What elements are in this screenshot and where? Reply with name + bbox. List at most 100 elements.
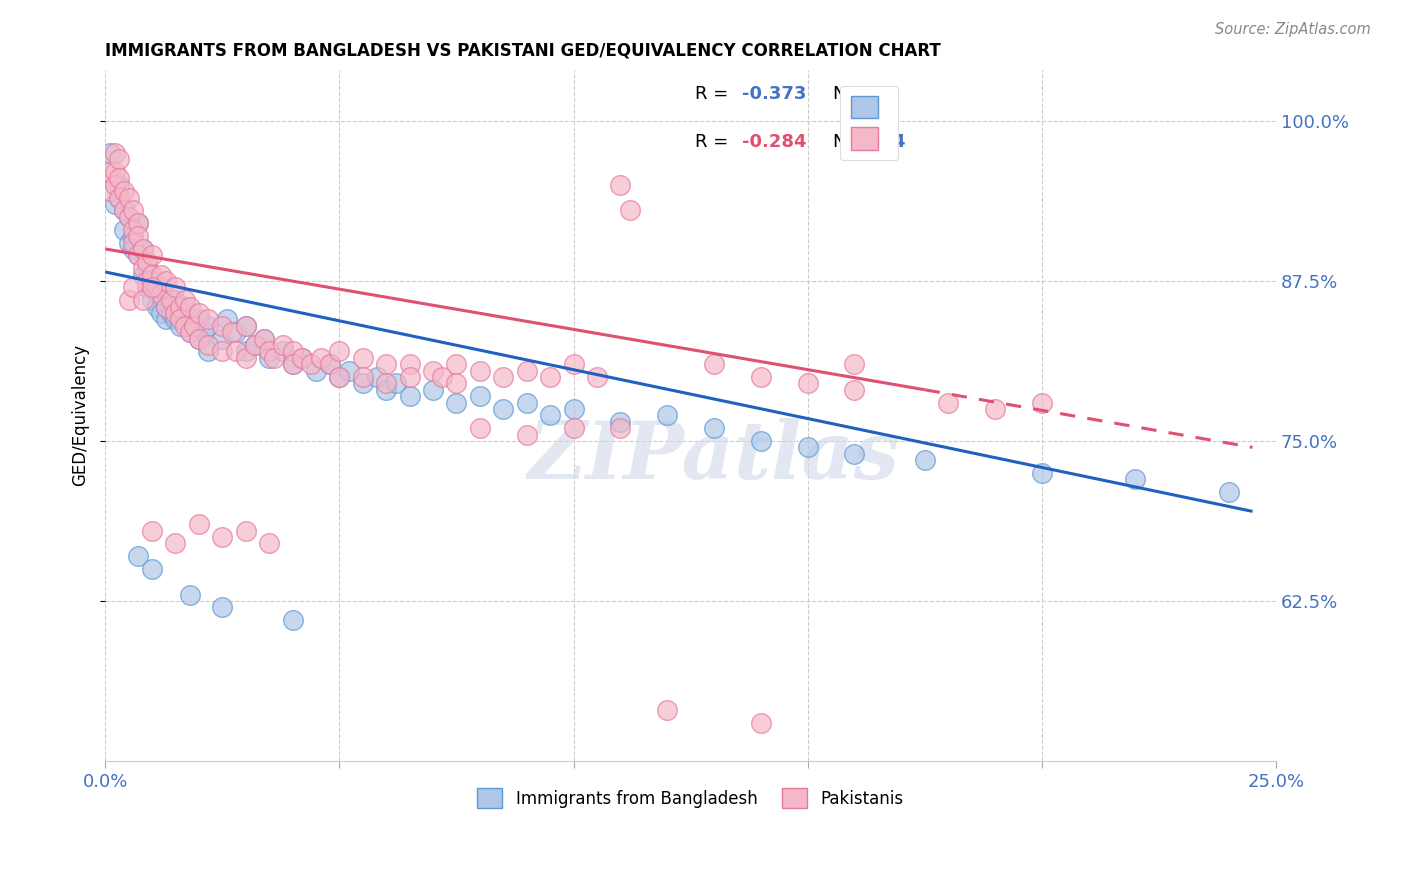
Point [446, 395, 468, 409]
Point [398, 389, 420, 403]
Point [235, 318, 257, 333]
Point [103, 145, 125, 160]
Point [145, 280, 167, 294]
Point [281, 344, 304, 359]
Point [103, 197, 125, 211]
Text: -0.373: -0.373 [742, 85, 807, 103]
Point [127, 549, 149, 564]
Point [211, 600, 233, 615]
Point [749, 715, 772, 730]
Text: R =: R = [696, 133, 734, 152]
Point [145, 286, 167, 301]
Point [225, 344, 247, 359]
Point [375, 357, 398, 371]
Point [136, 280, 159, 294]
Point [375, 383, 398, 397]
Point [257, 536, 280, 550]
Point [169, 318, 191, 333]
Point [328, 370, 350, 384]
Point [243, 338, 266, 352]
Point [108, 171, 131, 186]
Point [165, 312, 187, 326]
Point [141, 268, 163, 282]
Point [235, 524, 257, 538]
Text: ZIPatlas: ZIPatlas [527, 418, 900, 496]
Point [187, 332, 209, 346]
Point [197, 344, 219, 359]
Point [141, 248, 163, 262]
Point [562, 357, 585, 371]
Point [211, 332, 233, 346]
Y-axis label: GED/Equivalency: GED/Equivalency [72, 344, 89, 486]
Point [844, 357, 866, 371]
Point [136, 254, 159, 268]
Point [984, 401, 1007, 416]
Point [141, 293, 163, 307]
Point [468, 389, 491, 403]
Point [155, 274, 177, 288]
Point [446, 376, 468, 391]
Point [299, 357, 322, 371]
Point [122, 203, 145, 218]
Point [309, 351, 332, 365]
Point [141, 524, 163, 538]
Point [422, 383, 444, 397]
Point [98, 184, 121, 198]
Point [253, 332, 276, 346]
Point [169, 312, 191, 326]
Point [211, 530, 233, 544]
Point [150, 306, 173, 320]
Point [141, 280, 163, 294]
Point [169, 300, 191, 314]
Point [215, 312, 238, 326]
Point [197, 312, 219, 326]
Point [131, 242, 153, 256]
Point [749, 434, 772, 448]
Point [165, 306, 187, 320]
Point [703, 421, 725, 435]
Point [337, 363, 360, 377]
Point [516, 395, 538, 409]
Point [1218, 485, 1240, 500]
Point [305, 363, 328, 377]
Point [492, 370, 515, 384]
Point [187, 332, 209, 346]
Point [122, 280, 145, 294]
Text: R =: R = [696, 85, 734, 103]
Point [117, 210, 139, 224]
Text: N =: N = [834, 85, 873, 103]
Point [179, 325, 201, 339]
Point [136, 274, 159, 288]
Point [257, 351, 280, 365]
Point [271, 344, 294, 359]
Point [243, 338, 266, 352]
Point [211, 318, 233, 333]
Point [122, 242, 145, 256]
Point [117, 191, 139, 205]
Point [562, 421, 585, 435]
Text: 104: 104 [869, 133, 905, 152]
Point [108, 153, 131, 167]
Point [159, 306, 181, 320]
Point [112, 203, 135, 218]
Point [1031, 395, 1053, 409]
Point [108, 178, 131, 192]
Point [103, 178, 125, 192]
Point [183, 318, 205, 333]
Point [197, 318, 219, 333]
Point [179, 588, 201, 602]
Point [936, 395, 959, 409]
Point [609, 178, 631, 192]
Point [492, 401, 515, 416]
Point [319, 357, 342, 371]
Point [117, 235, 139, 250]
Point [183, 318, 205, 333]
Point [352, 351, 374, 365]
Point [155, 300, 177, 314]
Point [586, 370, 609, 384]
Point [127, 216, 149, 230]
Point [384, 376, 406, 391]
Text: 77: 77 [869, 85, 894, 103]
Point [352, 370, 374, 384]
Point [375, 376, 398, 391]
